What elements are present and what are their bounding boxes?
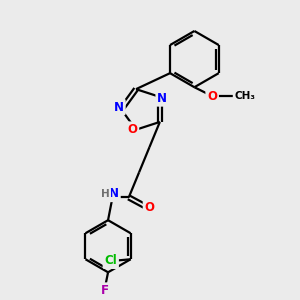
Text: O: O: [145, 201, 154, 214]
Text: Cl: Cl: [104, 254, 117, 267]
Text: O: O: [128, 123, 137, 136]
Text: N: N: [114, 100, 124, 113]
Text: O: O: [207, 90, 217, 103]
Text: N: N: [157, 92, 167, 105]
Text: H: H: [101, 189, 110, 199]
Text: CH₃: CH₃: [234, 91, 255, 101]
Text: F: F: [101, 284, 109, 297]
Text: N: N: [109, 188, 119, 200]
